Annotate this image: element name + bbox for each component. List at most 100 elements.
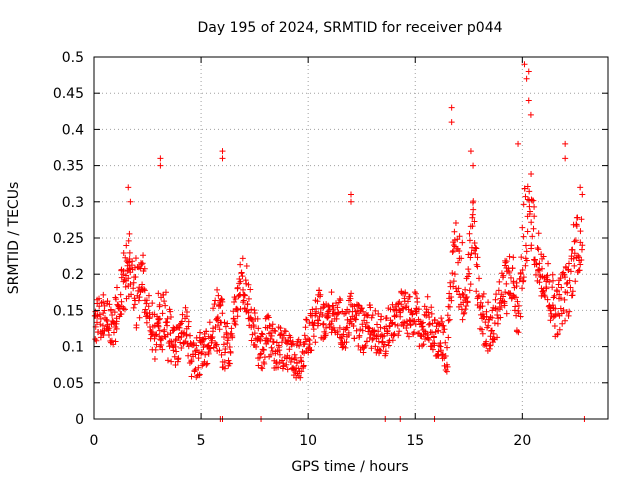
data-point — [551, 323, 558, 330]
data-point — [100, 310, 107, 317]
data-point — [297, 354, 304, 361]
data-point — [466, 270, 473, 277]
data-point — [507, 274, 514, 281]
data-point — [528, 171, 535, 178]
data-point — [243, 262, 250, 269]
data-point — [255, 325, 262, 332]
data-point — [405, 333, 412, 340]
data-point — [359, 321, 366, 328]
data-point — [108, 337, 115, 344]
data-point — [117, 291, 124, 298]
data-point — [467, 254, 474, 261]
data-point — [301, 332, 308, 339]
data-point — [96, 295, 103, 302]
data-point — [471, 218, 478, 225]
data-point — [569, 246, 576, 253]
data-point — [429, 329, 436, 336]
data-point — [242, 277, 249, 284]
data-point — [519, 285, 526, 292]
data-point — [182, 304, 189, 311]
data-point — [446, 290, 453, 297]
data-point — [443, 368, 450, 375]
data-point — [506, 253, 513, 260]
data-point — [573, 223, 580, 230]
data-point — [408, 307, 415, 314]
data-point — [359, 327, 366, 334]
data-point — [531, 256, 538, 263]
peak-point — [470, 162, 477, 169]
data-point — [358, 305, 365, 312]
data-point — [441, 326, 448, 333]
x-tick-label: 5 — [197, 433, 206, 449]
data-point — [355, 302, 362, 309]
data-point — [261, 360, 268, 367]
data-point — [469, 214, 476, 221]
data-point — [222, 323, 229, 330]
peak-point — [577, 184, 584, 191]
data-point — [429, 346, 436, 353]
data-point — [201, 341, 208, 348]
data-point — [428, 304, 435, 311]
data-point — [377, 324, 384, 331]
data-point — [170, 327, 177, 334]
data-point — [503, 258, 510, 265]
data-point — [464, 273, 471, 280]
data-point — [196, 372, 203, 379]
data-point — [167, 314, 174, 321]
data-point — [402, 290, 409, 297]
data-point — [335, 309, 342, 316]
data-point — [317, 291, 324, 298]
data-point — [456, 233, 463, 240]
data-point — [326, 306, 333, 313]
data-point — [578, 216, 585, 223]
data-point — [206, 319, 213, 326]
data-point — [578, 257, 585, 264]
data-point — [367, 331, 374, 338]
data-point — [411, 329, 418, 336]
x-tick-label: 20 — [513, 433, 531, 449]
data-point — [205, 350, 212, 357]
data-point — [513, 328, 520, 335]
data-point — [162, 289, 169, 296]
data-point — [234, 306, 241, 313]
data-point — [381, 332, 388, 339]
data-point — [558, 284, 565, 291]
data-point — [175, 334, 182, 341]
data-point — [297, 339, 304, 346]
data-point — [197, 329, 204, 336]
data-point — [472, 244, 479, 251]
data-point — [579, 242, 586, 249]
data-point — [96, 311, 103, 318]
y-tick-label: 0.3 — [62, 195, 84, 211]
data-point — [334, 328, 341, 335]
data-point — [292, 355, 299, 362]
data-point — [400, 305, 407, 312]
data-point — [476, 275, 483, 282]
data-point — [520, 201, 527, 208]
data-point — [328, 320, 335, 327]
data-point — [109, 312, 116, 319]
data-point — [216, 326, 223, 333]
data-point — [160, 291, 167, 298]
data-point — [221, 359, 228, 366]
data-point — [241, 292, 248, 299]
data-point — [571, 238, 578, 245]
data-point — [431, 340, 438, 347]
data-point — [502, 289, 509, 296]
data-point — [272, 328, 279, 335]
data-point — [168, 338, 175, 345]
data-point — [476, 292, 483, 299]
data-point — [494, 320, 501, 327]
peak-point — [525, 68, 532, 75]
data-point — [270, 338, 277, 345]
data-point — [450, 247, 457, 254]
data-point — [397, 313, 404, 320]
data-point — [460, 310, 467, 317]
data-point — [104, 317, 111, 324]
y-tick-label: 0.4 — [62, 122, 84, 138]
data-point — [303, 317, 310, 324]
data-point — [286, 346, 293, 353]
data-point — [344, 324, 351, 331]
data-point — [132, 274, 139, 281]
data-point — [566, 308, 573, 315]
